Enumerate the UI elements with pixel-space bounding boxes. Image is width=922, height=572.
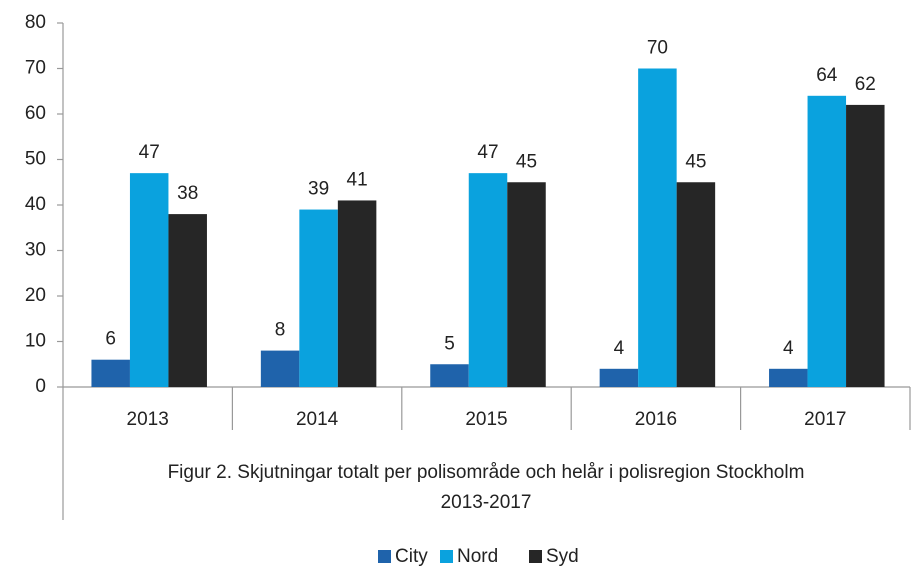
y-tick-label: 20 [25, 285, 46, 306]
bar [769, 368, 808, 387]
data-label: 64 [816, 65, 838, 86]
bar [846, 104, 885, 388]
bar [260, 350, 300, 387]
bar [676, 182, 716, 387]
data-label: 4 [783, 338, 794, 359]
y-tick-label: 10 [25, 331, 46, 352]
x-tick-label: 2017 [804, 409, 846, 430]
data-label: 6 [105, 329, 116, 350]
y-tick-label: 80 [25, 12, 46, 33]
legend-label: City [395, 546, 428, 567]
y-tick-label: 60 [25, 103, 46, 124]
legend-swatch [529, 550, 542, 563]
data-label: 8 [275, 320, 286, 341]
bar [168, 214, 207, 387]
data-label: 45 [516, 151, 537, 172]
x-tick-label: 2014 [296, 409, 339, 430]
x-tick-label: 2013 [127, 409, 169, 430]
bar [468, 173, 508, 387]
y-tick-label: 70 [25, 58, 46, 79]
y-tick-label: 50 [25, 149, 46, 170]
data-label: 47 [477, 142, 498, 163]
data-label: 47 [139, 142, 160, 163]
bar [299, 209, 338, 387]
y-tick-label: 0 [35, 376, 46, 397]
bar [337, 200, 377, 387]
data-label: 4 [614, 338, 625, 359]
bar [430, 364, 469, 387]
data-label: 38 [177, 183, 198, 204]
data-label: 70 [647, 38, 668, 59]
data-label: 39 [308, 179, 329, 200]
y-tick-label: 40 [25, 194, 46, 215]
bar [129, 173, 169, 387]
data-label: 5 [444, 333, 455, 354]
data-label: 62 [855, 74, 876, 95]
bar [507, 182, 546, 387]
x-tick-label: 2016 [635, 409, 677, 430]
legend-label: Nord [457, 546, 498, 567]
bar [807, 95, 847, 388]
legend-swatch [378, 550, 391, 563]
legend-swatch [440, 550, 453, 563]
data-label: 45 [685, 151, 706, 172]
bar [599, 368, 639, 387]
data-label: 41 [347, 169, 368, 190]
bar [638, 68, 677, 387]
x-tick-label: 2015 [465, 409, 507, 430]
y-tick-label: 30 [25, 240, 46, 261]
bar [91, 359, 130, 387]
legend-label: Syd [546, 546, 579, 567]
caption: 2013-2017 [441, 492, 532, 513]
caption: Figur 2. Skjutningar totalt per polisomr… [168, 462, 805, 483]
